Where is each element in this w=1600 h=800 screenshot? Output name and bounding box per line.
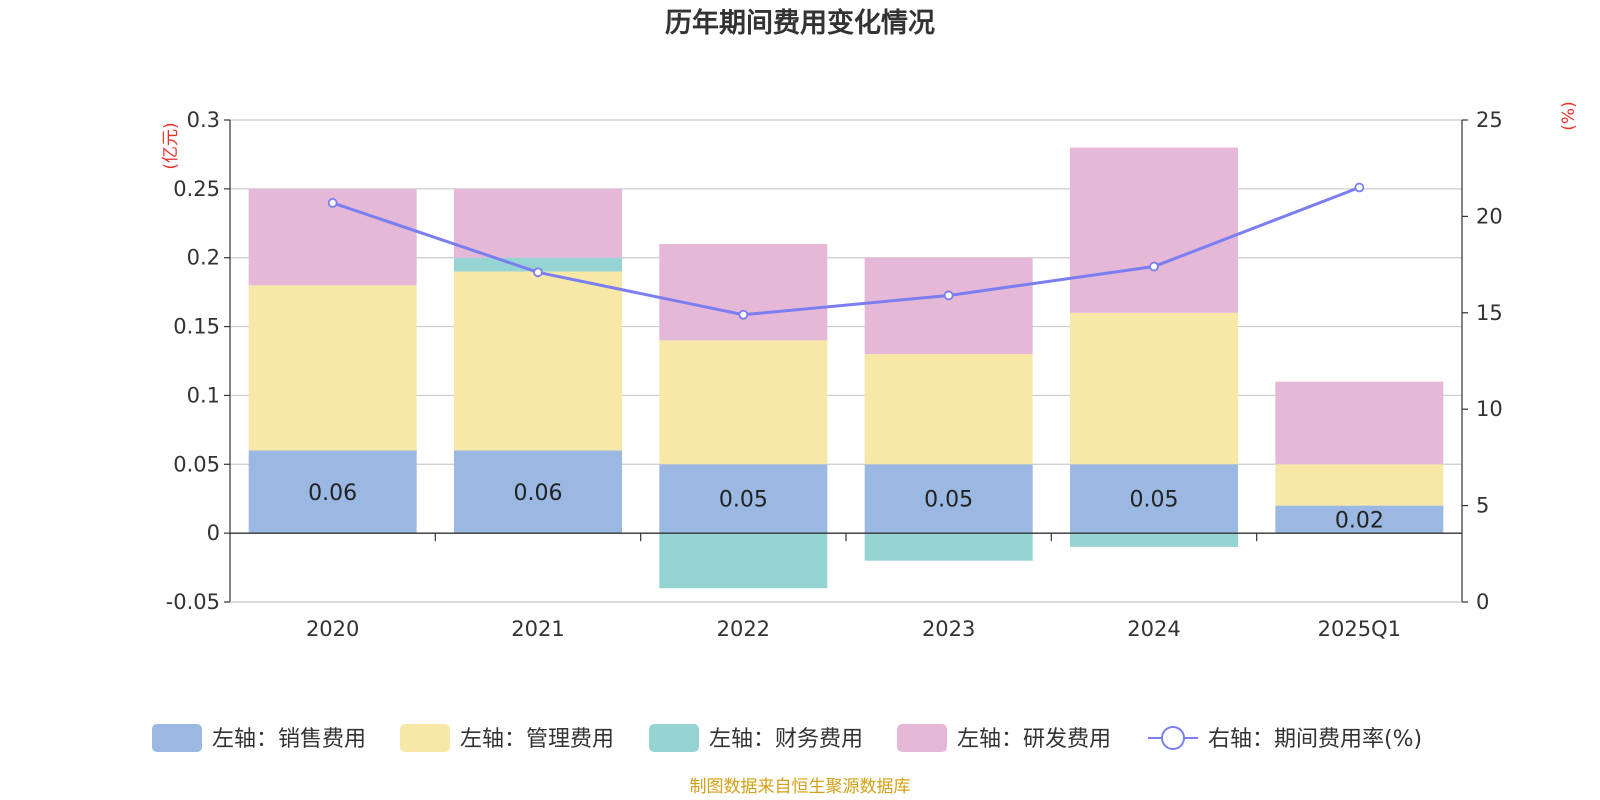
bar-segment <box>1070 312 1238 465</box>
rate-point <box>1149 261 1159 272</box>
data-label: 0.06 <box>514 481 563 506</box>
data-label: 0.02 <box>1335 508 1384 533</box>
rate-point <box>738 309 749 320</box>
legend-marker <box>1161 726 1185 750</box>
rate-point <box>1354 182 1365 193</box>
category-label: 2020 <box>306 617 359 641</box>
right-tick-label: 0 <box>1476 590 1489 614</box>
legend: 左轴：销售费用 左轴：管理费用 左轴：财务费用 左轴：研发费用 右轴：期间费用率(%) <box>152 724 1422 752</box>
bar-segment <box>864 533 1033 561</box>
legend-label: 左轴：管理费用 <box>460 727 614 752</box>
right-axis-unit: (%) <box>1559 101 1579 130</box>
bar-segment <box>454 450 622 534</box>
legend-swatch <box>649 724 699 752</box>
right-tick-label: 15 <box>1476 301 1503 325</box>
left-axis-unit: (亿元) <box>161 122 181 169</box>
legend-label: 左轴：财务费用 <box>709 727 863 752</box>
category-label: 2024 <box>1127 617 1180 641</box>
axes: -0.05 0 0.05 0.1 0.15 0.2 0.25 0.3 0 5 10 15 20 25 202… <box>166 108 1503 641</box>
bar-segment <box>1070 147 1238 313</box>
legend-swatch <box>897 724 947 752</box>
bar-segment <box>454 271 622 451</box>
bar-segment <box>454 188 622 258</box>
left-tick-label: 0.05 <box>173 452 220 476</box>
bar-segment <box>659 243 828 341</box>
category-label: 2022 <box>717 617 770 641</box>
rate-point <box>943 290 954 301</box>
left-tick-label: 0.2 <box>187 246 220 270</box>
left-tick-label: 0.3 <box>187 108 220 132</box>
bar-segment <box>1070 533 1238 547</box>
left-tick-label: -0.05 <box>166 590 220 614</box>
data-label: 0.05 <box>1130 488 1179 513</box>
right-tick-label: 25 <box>1476 108 1503 132</box>
bar-segment <box>1275 505 1444 534</box>
bar-segment <box>864 257 1033 355</box>
bar-segment <box>454 257 622 272</box>
legend-label: 右轴：期间费用率(%) <box>1208 727 1422 752</box>
rate-line-path <box>332 186 1360 317</box>
bar-segment <box>1275 381 1444 465</box>
right-tick-label: 20 <box>1476 204 1503 228</box>
data-labels: 0.06 0.06 0.05 0.05 0.05 0.02 <box>308 481 1384 534</box>
left-tick-label: 0.25 <box>173 177 220 201</box>
bars <box>248 147 1444 589</box>
legend-swatch <box>152 724 202 752</box>
gridlines <box>230 119 1462 603</box>
bar-segment <box>864 464 1033 534</box>
bar-segment <box>659 464 828 534</box>
data-label: 0.05 <box>924 488 973 513</box>
legend-swatch <box>400 724 450 752</box>
data-label: 0.06 <box>308 481 357 506</box>
category-label: 2021 <box>511 617 564 641</box>
right-tick-label: 10 <box>1476 397 1503 421</box>
legend-label: 左轴：研发费用 <box>957 727 1111 752</box>
category-label: 2025Q1 <box>1318 617 1401 641</box>
rate-line <box>327 182 1365 320</box>
left-tick-label: 0 <box>207 521 220 545</box>
left-tick-label: 0.1 <box>187 383 220 407</box>
bar-segment <box>1070 464 1238 534</box>
rate-point <box>533 267 543 278</box>
rate-point <box>327 198 338 208</box>
bar-segment <box>248 450 417 534</box>
bar-segment <box>659 533 828 589</box>
chart-title: 历年期间费用变化情况 <box>665 7 935 39</box>
bar-segment <box>659 340 828 465</box>
right-tick-label: 5 <box>1476 494 1489 518</box>
category-label: 2023 <box>922 617 975 641</box>
source-note: 制图数据来自恒生聚源数据库 <box>690 777 911 797</box>
legend-label: 左轴：销售费用 <box>212 727 366 752</box>
data-label: 0.05 <box>719 488 768 513</box>
left-tick-label: 0.15 <box>173 315 220 339</box>
bar-segment <box>1275 464 1444 506</box>
bar-segment <box>864 354 1033 465</box>
bar-segment <box>248 285 417 451</box>
